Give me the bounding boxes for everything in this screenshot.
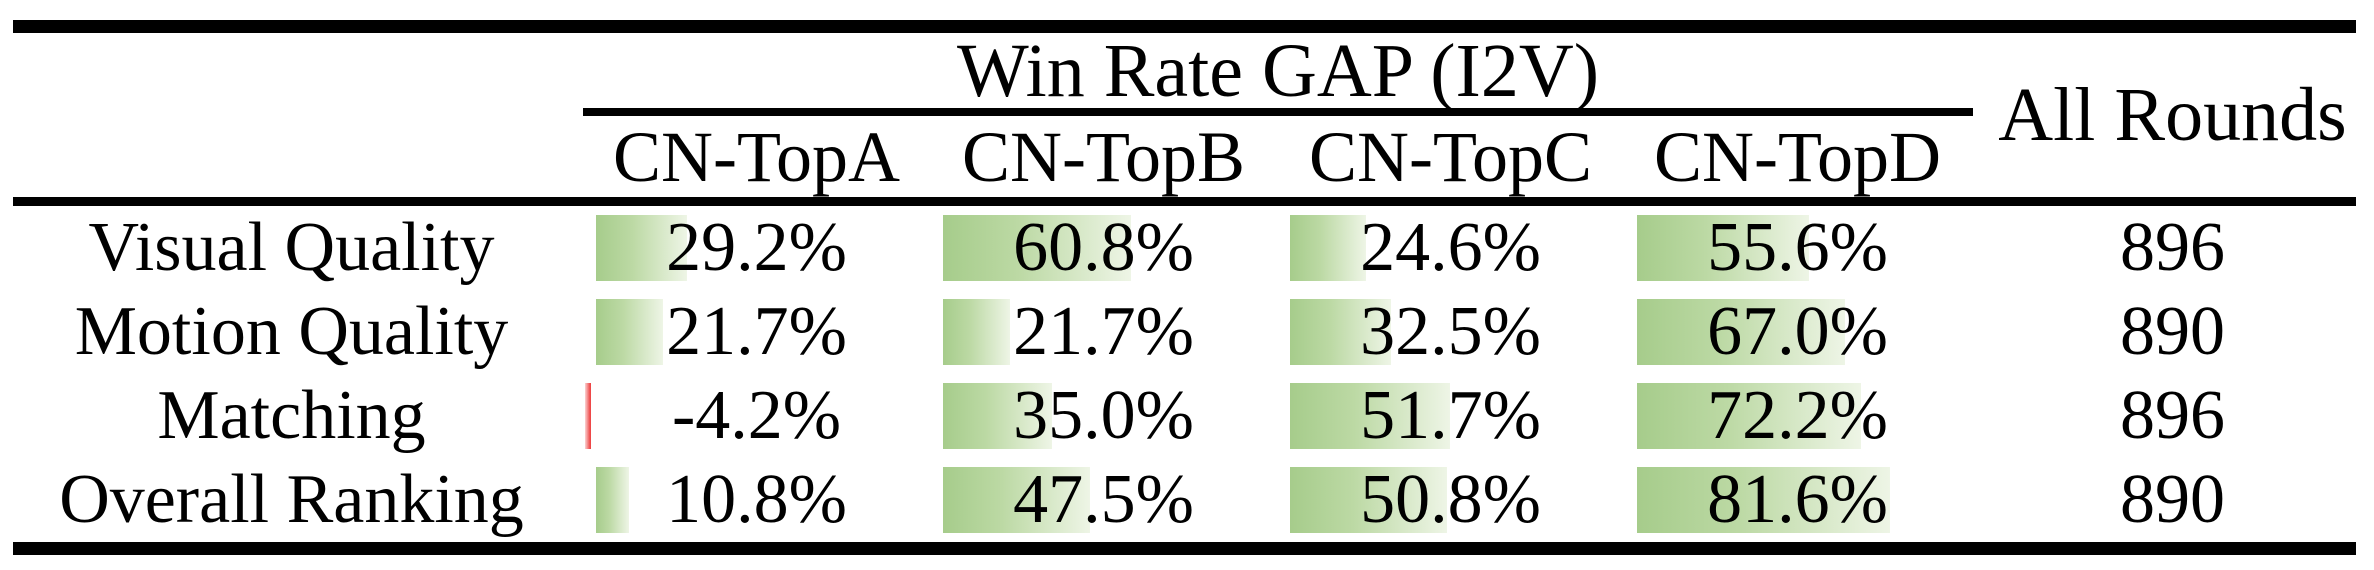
win-rate-value: 55.6% xyxy=(1707,209,1888,286)
win-rate-value: 29.2% xyxy=(666,209,847,286)
table-body: Visual Quality 29.2% 60.8% 24.6% 55.6% 8… xyxy=(0,206,2374,542)
data-bar xyxy=(1290,299,1391,365)
data-bar xyxy=(943,467,1090,533)
all-rounds-value: 896 xyxy=(2120,377,2225,454)
data-bar xyxy=(1290,383,1450,449)
data-bar xyxy=(1637,467,1890,533)
win-rate-cell: 72.2% xyxy=(1624,374,1971,458)
row-label: Overall Ranking xyxy=(59,461,524,538)
data-bar xyxy=(943,383,1052,449)
data-bar xyxy=(1290,467,1447,533)
row-label: Motion Quality xyxy=(74,293,509,370)
data-bar xyxy=(596,467,629,533)
column-header-cn-topc: CN-TopC xyxy=(1309,116,1592,197)
column-header-cn-topb: CN-TopB xyxy=(962,116,1245,197)
win-rate-value: 67.0% xyxy=(1707,293,1888,370)
win-rate-value: 10.8% xyxy=(666,461,847,538)
win-rate-cell: -4.2% xyxy=(583,374,930,458)
header-bottom-rule xyxy=(13,197,2356,206)
column-header-cn-topd: CN-TopD xyxy=(1654,116,1941,197)
win-rate-cell: 81.6% xyxy=(1624,458,1971,542)
group-header-underline-rule xyxy=(583,108,1973,116)
win-rate-value: -4.2% xyxy=(671,377,842,454)
win-rate-value: 51.7% xyxy=(1360,377,1541,454)
win-rate-value: 72.2% xyxy=(1707,377,1888,454)
win-rate-cell: 21.7% xyxy=(583,290,930,374)
table-row: Motion Quality 21.7% 21.7% 32.5% 67.0% 8… xyxy=(0,290,2374,374)
column-header-cn-topa: CN-TopA xyxy=(613,116,900,197)
win-rate-value: 35.0% xyxy=(1013,377,1194,454)
table-top-rule xyxy=(13,20,2356,33)
row-label: Visual Quality xyxy=(88,209,495,286)
data-bar xyxy=(943,215,1131,281)
all-rounds-value: 890 xyxy=(2120,461,2225,538)
all-rounds-value: 890 xyxy=(2120,293,2225,370)
data-bar xyxy=(943,299,1010,365)
win-rate-value: 60.8% xyxy=(1013,209,1194,286)
win-rate-value: 21.7% xyxy=(666,293,847,370)
win-rate-cell: 47.5% xyxy=(930,458,1277,542)
data-bar xyxy=(1637,383,1861,449)
win-rate-cell: 21.7% xyxy=(930,290,1277,374)
win-rate-value: 32.5% xyxy=(1360,293,1541,370)
data-bar xyxy=(1290,215,1366,281)
win-rate-cell: 60.8% xyxy=(930,206,1277,290)
win-rate-cell: 67.0% xyxy=(1624,290,1971,374)
data-bar xyxy=(585,383,591,449)
table-row: Visual Quality 29.2% 60.8% 24.6% 55.6% 8… xyxy=(0,206,2374,290)
table-bottom-rule xyxy=(13,542,2356,555)
win-rate-cell: 29.2% xyxy=(583,206,930,290)
win-rate-value: 47.5% xyxy=(1013,461,1194,538)
win-rate-cell: 24.6% xyxy=(1277,206,1624,290)
win-rate-cell: 50.8% xyxy=(1277,458,1624,542)
all-rounds-column-header: All Rounds xyxy=(1998,73,2347,157)
table-row: Matching -4.2% 35.0% 51.7% 72.2% 896 xyxy=(0,374,2374,458)
win-rate-cell: 10.8% xyxy=(583,458,930,542)
data-bar xyxy=(1637,215,1809,281)
data-bar xyxy=(1637,299,1845,365)
win-rate-value: 50.8% xyxy=(1360,461,1541,538)
win-rate-cell: 32.5% xyxy=(1277,290,1624,374)
win-rate-value: 21.7% xyxy=(1013,293,1194,370)
win-rate-value: 24.6% xyxy=(1360,209,1541,286)
win-rate-cell: 35.0% xyxy=(930,374,1277,458)
group-header-title: Win Rate GAP (I2V) xyxy=(956,28,1600,113)
data-bar xyxy=(596,299,663,365)
all-rounds-value: 896 xyxy=(2120,209,2225,286)
win-rate-value: 81.6% xyxy=(1707,461,1888,538)
table-row: Overall Ranking 10.8% 47.5% 50.8% 81.6% … xyxy=(0,458,2374,542)
win-rate-cell: 55.6% xyxy=(1624,206,1971,290)
row-label: Matching xyxy=(157,377,426,454)
win-rate-cell: 51.7% xyxy=(1277,374,1624,458)
data-bar xyxy=(596,215,687,281)
